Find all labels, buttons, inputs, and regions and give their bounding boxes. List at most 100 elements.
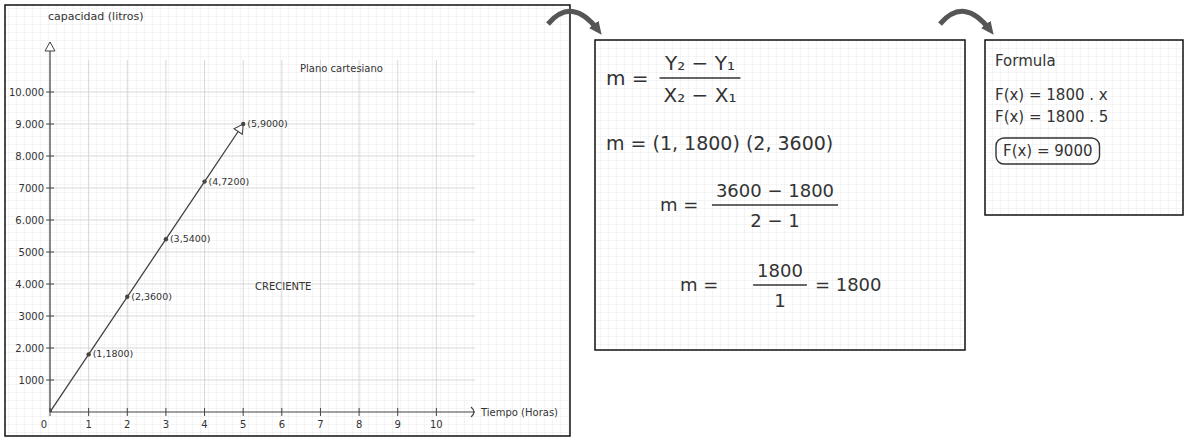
x-tick (359, 408, 360, 416)
y-tick (46, 220, 54, 221)
grid-line (436, 60, 437, 412)
formula-line: F(x) = 1800 . x (995, 86, 1108, 104)
equation-lhs: m = (606, 66, 649, 90)
numerator: 1800 (757, 260, 803, 281)
grid-line (320, 60, 321, 412)
page: 1000 2.000 3000 4.000 5000 6.000 7000 8.000 9.00… (0, 0, 1189, 441)
y-tick-label: 5000 (19, 247, 44, 258)
x-axis-end (471, 407, 474, 417)
x-tick-label: 2 (124, 419, 130, 430)
data-line (50, 124, 243, 412)
y-tick-label: 7000 (19, 183, 44, 194)
grid-line (50, 252, 475, 253)
x-tick (397, 408, 398, 416)
y-axis-title: capacidad (litros) (48, 10, 144, 23)
y-tick (46, 380, 54, 381)
y-tick (46, 316, 54, 317)
x-tick-label: 0 (41, 419, 47, 430)
answer-box (996, 138, 1100, 164)
y-tick-label: 4.000 (15, 279, 44, 290)
data-label: (3,5400) (170, 233, 211, 244)
grid-line (50, 188, 475, 189)
equation-lhs: m = (660, 194, 698, 215)
equation-lhs: m = (680, 274, 718, 295)
grid-line (50, 92, 475, 93)
y-tick (46, 284, 54, 285)
annotation: Plano cartesiano (300, 63, 383, 74)
chart: 1000 2.000 3000 4.000 5000 6.000 7000 8.000 9.00… (9, 10, 558, 430)
formula-line: F(x) = 1800 . 5 (995, 108, 1108, 126)
denominator: 1 (774, 290, 785, 311)
annotation: CRECIENTE (255, 281, 311, 292)
x-tick (436, 408, 437, 416)
y-tick (46, 252, 54, 253)
data-label: (1,1800) (93, 348, 134, 359)
x-tick-label: 8 (356, 419, 362, 430)
numerator: Y₂ − Y₁ (664, 51, 735, 75)
points-line: m = (1, 1800) (2, 3600) (606, 132, 833, 154)
y-tick (46, 92, 54, 93)
x-tick-label: 5 (240, 419, 246, 430)
formula-title: Formula (995, 52, 1056, 70)
x-tick (165, 408, 166, 416)
grid-line (50, 156, 475, 157)
connector-arrow (940, 11, 990, 30)
data-point (164, 237, 168, 241)
formula-panel-bg (985, 40, 1183, 215)
grid-line (359, 60, 360, 412)
x-tick (243, 408, 244, 416)
x-tick-label: 9 (395, 419, 401, 430)
x-tick-label: 3 (163, 419, 169, 430)
data-label: (2,3600) (131, 291, 172, 302)
data-label: (4,7200) (209, 176, 250, 187)
data-group (50, 122, 245, 412)
x-tick (320, 408, 321, 416)
chart-panel (5, 5, 570, 436)
x-tick (127, 408, 128, 416)
formula-answer: F(x) = 9000 (1003, 142, 1093, 160)
y-tick (46, 348, 54, 349)
y-tick-label: 3000 (19, 311, 44, 322)
data-label: (5,9000) (247, 118, 288, 129)
data-point (86, 352, 90, 356)
x-tick-label: 4 (201, 419, 207, 430)
grid-line (397, 60, 398, 412)
x-tick (204, 408, 205, 416)
x-tick-label: 1 (85, 419, 91, 430)
equation-rhs: = 1800 (815, 274, 882, 295)
data-point (241, 122, 245, 126)
denominator: 2 − 1 (750, 210, 799, 231)
grid-line (50, 380, 475, 381)
data-point (50, 410, 52, 412)
slope-panel-bg (595, 40, 965, 350)
slope-panel (595, 40, 965, 350)
y-tick (46, 156, 54, 157)
x-tick-label: 10 (430, 419, 443, 430)
numerator: 3600 − 1800 (716, 180, 834, 201)
x-axis-title: Tiempo (Horas) (480, 407, 558, 418)
formula-panel (985, 40, 1183, 215)
slope-panel-content: m = Y₂ − Y₁ X₂ − X₁ m = (1, 1800) (2, 3600)… (606, 51, 882, 311)
x-tick (281, 408, 282, 416)
y-tick-label: 10.000 (9, 87, 44, 98)
y-tick-label: 2.000 (15, 343, 44, 354)
grid-line (50, 220, 475, 221)
formula-panel-content: Formula F(x) = 1800 . x F(x) = 1800 . 5 F(x… (995, 52, 1108, 164)
y-tick (46, 188, 54, 189)
denominator: X₂ − X₁ (664, 83, 737, 107)
y-tick-label: 9.000 (15, 119, 44, 130)
grid-line (165, 60, 166, 412)
grid-line (88, 60, 89, 412)
grid-line (281, 60, 282, 412)
fraction-bar (753, 284, 807, 285)
data-point (125, 295, 129, 299)
y-tick-label: 6.000 (15, 215, 44, 226)
x-axis (50, 411, 475, 412)
fraction-bar (712, 204, 838, 205)
y-tick-label: 1000 (19, 375, 44, 386)
connector-arrow (548, 11, 598, 30)
y-tick (46, 124, 54, 125)
x-tick (88, 408, 89, 416)
y-tick-label: 8.000 (15, 151, 44, 162)
fraction-bar (660, 77, 741, 78)
